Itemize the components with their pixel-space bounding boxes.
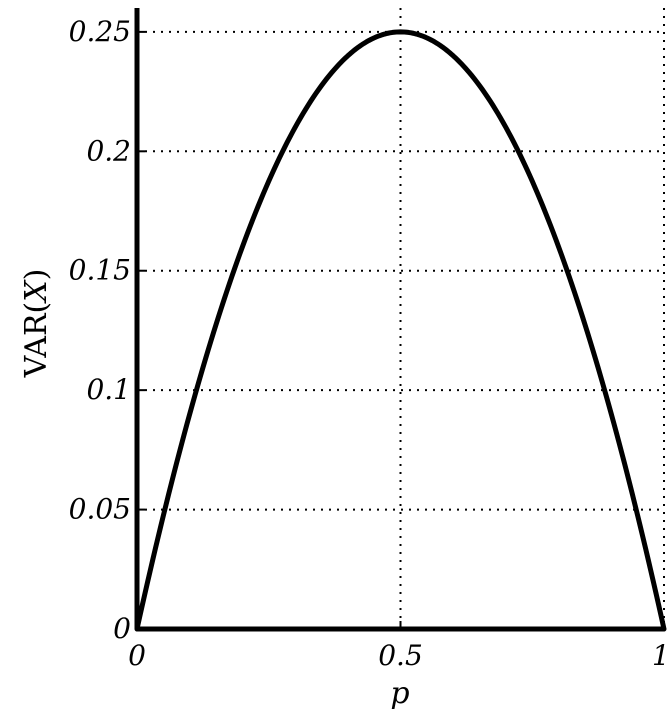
x-axis-title: p xyxy=(390,676,409,709)
y-axis-title: VAR(X) xyxy=(19,269,54,379)
y-axis-title-suffix: ) xyxy=(19,269,54,281)
plot-series xyxy=(134,29,667,632)
y-axis-title-prefix: VAR( xyxy=(19,302,54,379)
y-tick-label: 0.15 xyxy=(69,254,131,287)
axes xyxy=(134,8,665,632)
y-tick-label: 0.2 xyxy=(86,134,131,167)
tick-labels: 0 0.05 0.1 0.15 0.2 0.25 0 0.5 1 xyxy=(69,15,667,672)
x-tick-label: 0 xyxy=(128,639,146,672)
x-tick-label: 0.5 xyxy=(378,639,423,672)
x-tick-label: 1 xyxy=(652,639,667,672)
series-line xyxy=(134,29,667,632)
y-tick-label: 0 xyxy=(113,612,131,645)
y-tick-label: 0.25 xyxy=(69,15,131,48)
y-axis-title-variable: X xyxy=(19,279,54,304)
y-tick-label: 0.05 xyxy=(69,493,131,526)
y-tick-label: 0.1 xyxy=(86,373,131,406)
